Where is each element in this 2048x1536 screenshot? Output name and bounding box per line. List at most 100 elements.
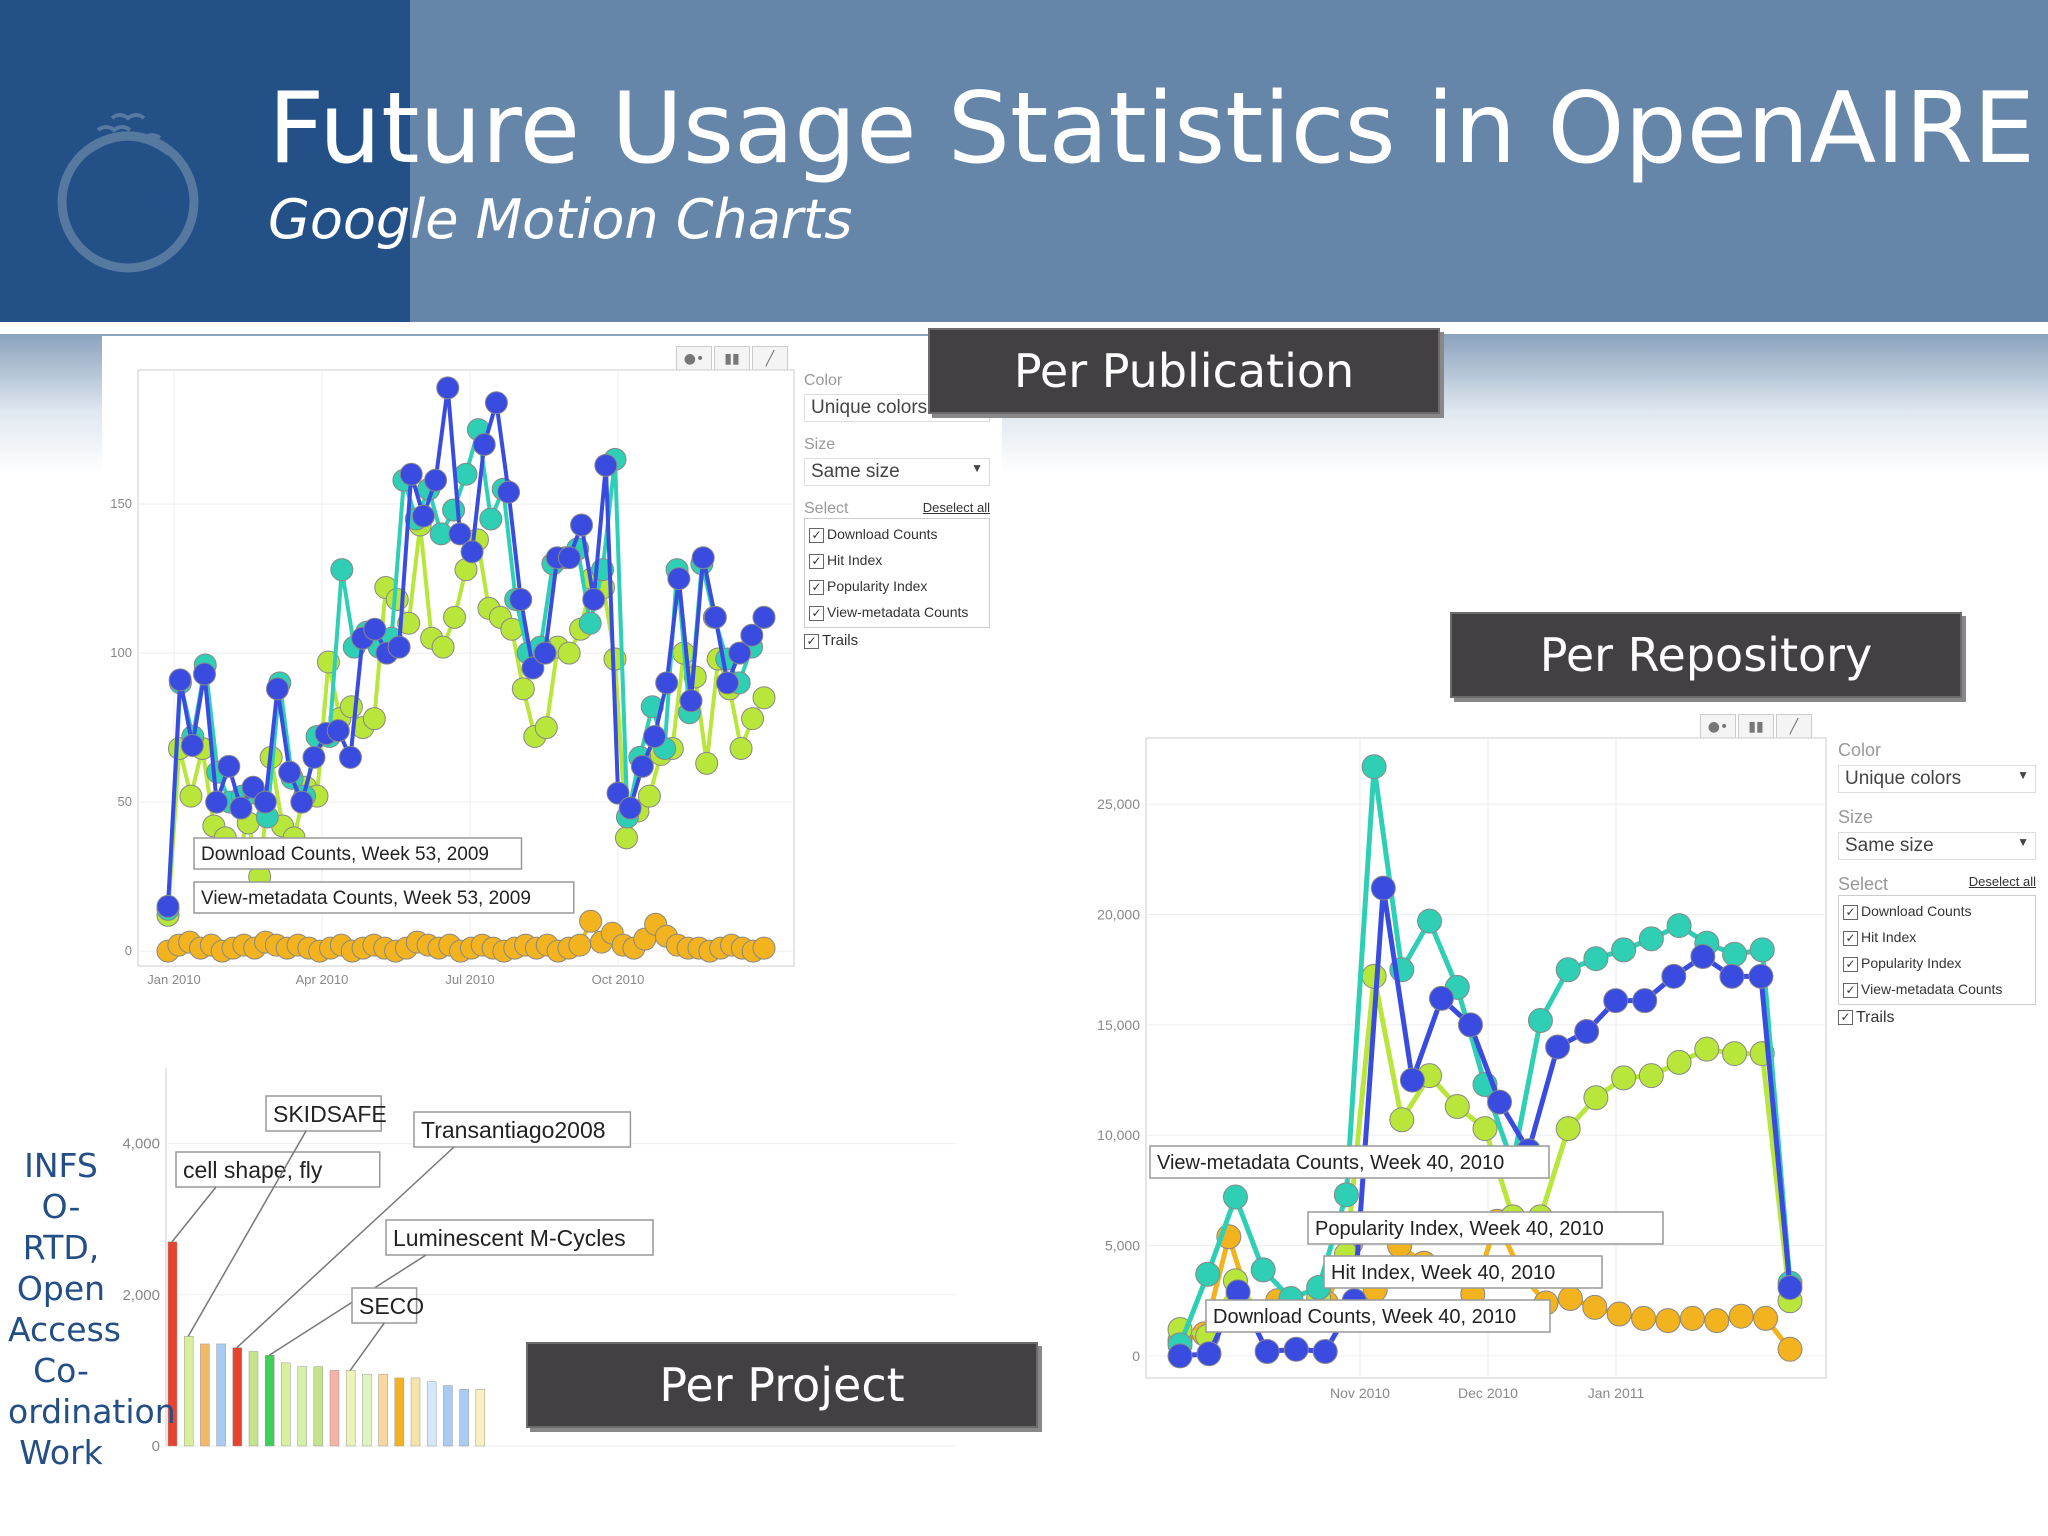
trails-checkbox[interactable]: ✓ Trails	[1838, 1005, 2036, 1031]
data-point	[1167, 1343, 1193, 1369]
trails-checkbox[interactable]: ✓ Trails	[804, 628, 990, 654]
size-select[interactable]: Same size ▼	[1838, 832, 2036, 860]
bar-chart-icon[interactable]: ▮▮	[1738, 714, 1774, 740]
series-label: Popularity Index	[827, 578, 928, 594]
x-tick-label: Jan 2011	[1588, 1385, 1645, 1401]
data-point	[695, 751, 719, 775]
trails-label: Trails	[822, 632, 859, 649]
select-label: Select Deselect all	[1838, 874, 2036, 895]
checkbox-checked-icon: ✓	[804, 633, 819, 649]
tooltip-hit: Hit Index, Week 40, 2010	[1323, 1255, 1603, 1289]
size-select[interactable]: Same size ▼	[804, 458, 990, 486]
bar	[183, 1336, 194, 1447]
data-point	[1195, 1261, 1221, 1287]
slide-title: Future Usage Statistics in OpenAIRE	[268, 72, 2036, 186]
data-point	[411, 504, 435, 528]
deselect-all-link[interactable]: Deselect all	[1968, 874, 2036, 889]
data-point	[472, 433, 496, 456]
data-point	[1583, 946, 1609, 972]
y-tick-label: 20,000	[1097, 907, 1140, 923]
data-point	[387, 635, 411, 659]
data-point	[703, 605, 727, 629]
data-point	[436, 376, 460, 400]
size-label: Size	[1838, 807, 1874, 827]
publication-line-chart: 0 50 100 150 Jan 2010 Apr 2010 Jul 2010 Oct 201…	[110, 369, 795, 987]
data-point	[667, 567, 691, 591]
bar	[216, 1343, 226, 1447]
data-point	[454, 462, 478, 486]
series-label: Hit Index	[827, 552, 883, 568]
data-point	[1457, 1012, 1483, 1038]
series-checkbox-view-metadata[interactable]: ✓ View-metadata Counts	[809, 599, 985, 625]
data-point	[1722, 941, 1748, 967]
deselect-all-link[interactable]: Deselect all	[922, 500, 990, 515]
x-tick-label: Apr 2010	[296, 972, 349, 987]
x-tick-label: Jul 2010	[445, 972, 494, 987]
color-select[interactable]: Unique colors	[804, 394, 990, 422]
data-point	[1704, 1308, 1730, 1334]
data-point	[1389, 1107, 1415, 1133]
data-point	[424, 468, 448, 492]
tooltip-view-metadata-box	[1149, 1145, 1550, 1179]
data-point	[1472, 1116, 1498, 1142]
tooltip-download: Download Counts, Week 53, 2009	[193, 837, 523, 870]
series-checkbox-popularity[interactable]: ✓ Popularity Index	[1843, 950, 2031, 976]
data-point	[339, 695, 363, 719]
series-checkbox-download[interactable]: ✓ Download Counts	[809, 521, 985, 547]
repository-chart-toolbar: ●• ▮▮ ╱	[1700, 714, 1812, 740]
data-point	[614, 826, 638, 850]
trails-label: Trails	[1856, 1009, 1895, 1026]
data-point	[1417, 908, 1443, 934]
series-checkbox-hit[interactable]: ✓ Hit Index	[809, 547, 985, 573]
bar-chart-icon[interactable]: ▮▮	[714, 346, 750, 372]
data-point	[479, 507, 503, 531]
data-point	[1748, 963, 1774, 989]
series-checkbox-view-metadata[interactable]: ✓ View-metadata Counts	[1843, 976, 2031, 1002]
y-tick-label: 4,000	[122, 1136, 160, 1153]
data-point	[1527, 1007, 1553, 1033]
series-checkbox-download[interactable]: ✓ Download Counts	[1843, 898, 2031, 924]
data-point	[557, 546, 581, 570]
data-point	[752, 936, 776, 960]
data-point	[1638, 1063, 1664, 1089]
tooltip-download-text: Download Counts, Week 40, 2010	[1213, 1306, 1516, 1328]
y-tick-label: 25,000	[1097, 796, 1140, 812]
data-point	[1690, 943, 1716, 969]
callout-leader	[268, 1254, 427, 1356]
data-point	[338, 745, 362, 769]
bar	[281, 1362, 291, 1447]
data-point	[557, 641, 581, 665]
data-point	[156, 894, 180, 918]
data-point	[265, 677, 289, 701]
data-point	[180, 733, 204, 757]
color-select[interactable]: Unique colors ▼	[1838, 765, 2036, 793]
series-label: View-metadata Counts	[1861, 981, 2003, 997]
data-point	[460, 540, 484, 564]
data-point	[1583, 1085, 1609, 1111]
publication-chart-controls: Color Unique colors Size Same size ▼ Sele…	[804, 372, 990, 654]
callout-label-box	[351, 1287, 418, 1324]
tooltip-popularity-text: Popularity Index, Week 40, 2010	[1315, 1218, 1604, 1240]
data-point	[229, 796, 253, 820]
series-checkbox-hit[interactable]: ✓ Hit Index	[1843, 924, 2031, 950]
data-point	[655, 671, 679, 695]
data-point	[1312, 1339, 1338, 1365]
data-point	[1606, 1301, 1632, 1327]
callout-label-text: SKIDSAFE	[273, 1101, 387, 1127]
data-point	[1444, 1094, 1470, 1120]
data-point	[362, 707, 386, 731]
data-point	[741, 707, 765, 731]
callout-label: SECO	[351, 1287, 424, 1324]
per-repository-label: Per Repository	[1450, 612, 1962, 698]
data-point	[448, 522, 472, 546]
data-point	[1545, 1034, 1571, 1060]
series-checkbox-popularity[interactable]: ✓ Popularity Index	[809, 573, 985, 599]
data-point	[1283, 1336, 1309, 1362]
line-chart-icon[interactable]: ╱	[1776, 714, 1812, 740]
select-label: Select Deselect all	[804, 500, 990, 518]
data-point	[1666, 1049, 1692, 1075]
x-tick-label: Jan 2010	[147, 972, 201, 987]
data-point	[1399, 1067, 1425, 1093]
data-point	[179, 784, 203, 808]
bar	[232, 1347, 243, 1447]
